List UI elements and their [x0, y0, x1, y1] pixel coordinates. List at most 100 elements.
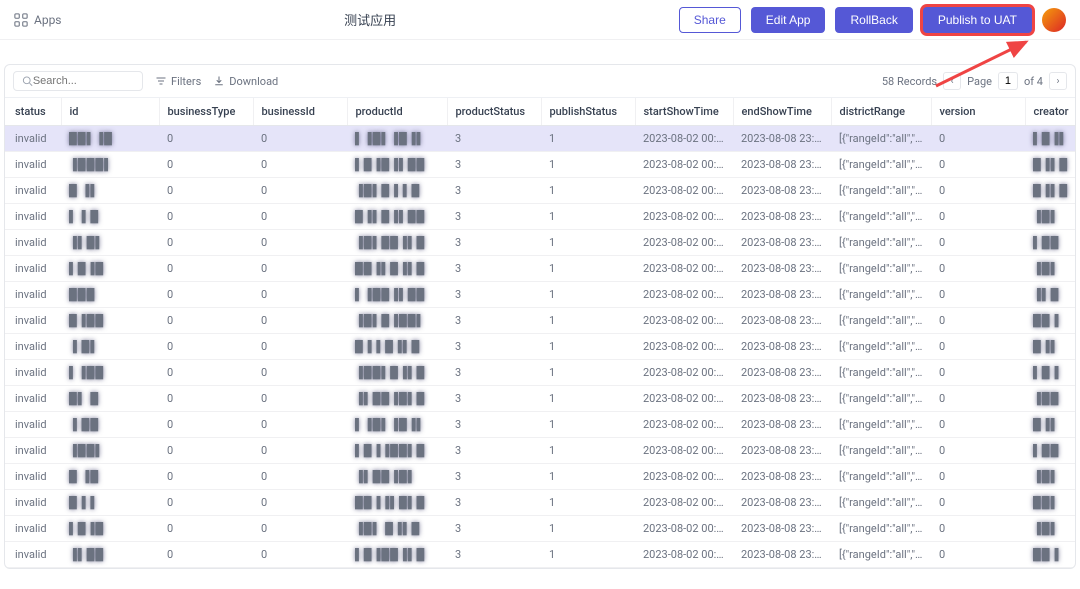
search-input[interactable]	[33, 75, 134, 87]
rollback-button[interactable]: RollBack	[835, 7, 912, 33]
cell: [{"rangeId":"all","ra...	[831, 412, 931, 438]
cell: ▐█▌█▐██▌	[347, 308, 447, 334]
table-row[interactable]: invalid▌▐██00▐██▌█▐▌█312023-08-02 00:0..…	[5, 360, 1076, 386]
page-input[interactable]	[998, 72, 1018, 90]
table-row[interactable]: invalid█ ▐█00▐▌██▐█▌ 312023-08-02 00:0..…	[5, 464, 1076, 490]
cell: █ ▐█	[61, 464, 159, 490]
avatar[interactable]	[1042, 8, 1066, 32]
col-productid[interactable]: productId	[347, 98, 447, 126]
next-page-button[interactable]: ›	[1049, 72, 1067, 90]
table-row[interactable]: invalid█ ▐▌00▐█▌█▐ ▌█312023-08-02 00:0..…	[5, 178, 1076, 204]
table-row[interactable]: invalid█▐██00▐█▌█▐██▌312023-08-02 00:0..…	[5, 308, 1076, 334]
col-version[interactable]: version	[931, 98, 1025, 126]
cell: 2023-08-08 23:5...	[733, 542, 831, 568]
cell: [{"rangeId":"all","ra...	[831, 464, 931, 490]
cell: 0	[931, 412, 1025, 438]
col-startshowtime[interactable]: startShowTime	[635, 98, 733, 126]
table-row[interactable]: invalid██▌▐█00▌▐█▌▐█▐▌312023-08-02 00:0.…	[5, 126, 1076, 152]
cell: 3	[447, 542, 541, 568]
col-id[interactable]: id	[61, 98, 159, 126]
cell: 0	[253, 334, 347, 360]
cell: 0	[931, 490, 1025, 516]
cell: ▐▌██▐█▌	[347, 464, 447, 490]
cell: [{"rangeId":"all","ra...	[831, 542, 931, 568]
cell: ▐ ██	[61, 412, 159, 438]
table-row[interactable]: invalid▌▐ █00█▐▌█▐▌██312023-08-02 00:0..…	[5, 204, 1076, 230]
table-row[interactable]: invalid█▌ █00▐▌██▐█▌█312023-08-02 00:0..…	[5, 386, 1076, 412]
table-row[interactable]: invalid▌█▐█00██▐▌█▐▌█312023-08-02 00:0..…	[5, 256, 1076, 282]
cell: 0	[159, 230, 253, 256]
cell: ▐█▌	[1025, 256, 1076, 282]
col-businesstype[interactable]: businessType	[159, 98, 253, 126]
search-icon	[22, 75, 33, 87]
cell: 2023-08-02 00:0...	[635, 308, 733, 334]
prev-page-button[interactable]: ‹	[943, 72, 961, 90]
cell: invalid	[5, 126, 61, 152]
cell: 0	[159, 204, 253, 230]
cell: 1	[541, 204, 635, 230]
table-row[interactable]: invalid▐███▌00▌█▐█▐▌██312023-08-02 00:0.…	[5, 152, 1076, 178]
main-content: Filters Download 58 Records ‹ Page of 4 …	[0, 40, 1080, 573]
table-row[interactable]: invalid▐ █▌00█▐ ▌█▐▌█312023-08-02 00:0..…	[5, 334, 1076, 360]
cell: ▐ █▌	[61, 334, 159, 360]
cell: ▐█▌██▐▌█	[347, 230, 447, 256]
cell: 0	[159, 152, 253, 178]
cell: [{"rangeId":"all","ra...	[831, 334, 931, 360]
cell: ▌▐██▐▌██	[347, 282, 447, 308]
cell: 1	[541, 230, 635, 256]
cell: 0	[159, 334, 253, 360]
table-row[interactable]: invalid█▐ ▌00██▐▐▌█▌█312023-08-02 00:0..…	[5, 490, 1076, 516]
table-row[interactable]: invalid▐▌█▌00▐█▌██▐▌█312023-08-02 00:0..…	[5, 230, 1076, 256]
cell: 0	[253, 386, 347, 412]
cell: 3	[447, 386, 541, 412]
cell: 1	[541, 386, 635, 412]
table-row[interactable]: invalid▌█▐█00▐█▌ █▐▌█312023-08-02 00:0..…	[5, 516, 1076, 542]
cell: 2023-08-08 23:5...	[733, 256, 831, 282]
search-box[interactable]	[13, 71, 143, 91]
cell: ▐██	[1025, 386, 1076, 412]
col-productstatus[interactable]: productStatus	[447, 98, 541, 126]
cell: 2023-08-02 00:0...	[635, 542, 733, 568]
cell: 2023-08-02 00:0...	[635, 464, 733, 490]
cell: invalid	[5, 490, 61, 516]
cell: ▌█▐▌	[1025, 126, 1076, 152]
cell: █▐ ▌	[61, 490, 159, 516]
cell: 0	[253, 542, 347, 568]
table-row[interactable]: invalid▐██▌00▌█▐▐██▌█312023-08-02 00:0..…	[5, 438, 1076, 464]
filters-button[interactable]: Filters	[155, 75, 201, 88]
cell: ▐▌█	[1025, 282, 1076, 308]
cell: 2023-08-08 23:5...	[733, 412, 831, 438]
cell: 3	[447, 230, 541, 256]
cell: 0	[931, 438, 1025, 464]
table-row[interactable]: invalid▐▌██00▌█▐██▐▌█312023-08-02 00:0..…	[5, 542, 1076, 568]
cell: [{"rangeId":"all","ra...	[831, 152, 931, 178]
col-publishstatus[interactable]: publishStatus	[541, 98, 635, 126]
col-creator[interactable]: creator	[1025, 98, 1076, 126]
cell: 2023-08-08 23:5...	[733, 152, 831, 178]
cell: 1	[541, 438, 635, 464]
download-button[interactable]: Download	[213, 75, 278, 88]
cell: [{"rangeId":"all","ra...	[831, 204, 931, 230]
table-row[interactable]: invalid███00▌▐██▐▌██312023-08-02 00:0...…	[5, 282, 1076, 308]
cell: ██▐	[1025, 308, 1076, 334]
cell: 2023-08-08 23:5...	[733, 438, 831, 464]
publish-to-uat-button[interactable]: Publish to UAT	[923, 7, 1032, 33]
cell: 0	[159, 178, 253, 204]
cell: 0	[159, 490, 253, 516]
cell: ██▐▌█▐▌█	[347, 256, 447, 282]
col-endshowtime[interactable]: endShowTime	[733, 98, 831, 126]
col-status[interactable]: status	[5, 98, 61, 126]
apps-label: Apps	[34, 13, 62, 27]
cell: 3	[447, 126, 541, 152]
share-button[interactable]: Share	[679, 7, 741, 33]
cell: ▐██▌█▐▌█	[347, 360, 447, 386]
edit-app-button[interactable]: Edit App	[751, 7, 826, 33]
col-businessid[interactable]: businessId	[253, 98, 347, 126]
table-row[interactable]: invalid▐ ██00▌▐█▌▐█▐▌312023-08-02 00:0..…	[5, 412, 1076, 438]
apps-breadcrumb[interactable]: Apps	[14, 13, 62, 27]
cell: 3	[447, 464, 541, 490]
download-icon	[213, 75, 225, 87]
cell: █▐▌█	[1025, 152, 1076, 178]
cell: 0	[931, 516, 1025, 542]
col-districtrange[interactable]: districtRange	[831, 98, 931, 126]
